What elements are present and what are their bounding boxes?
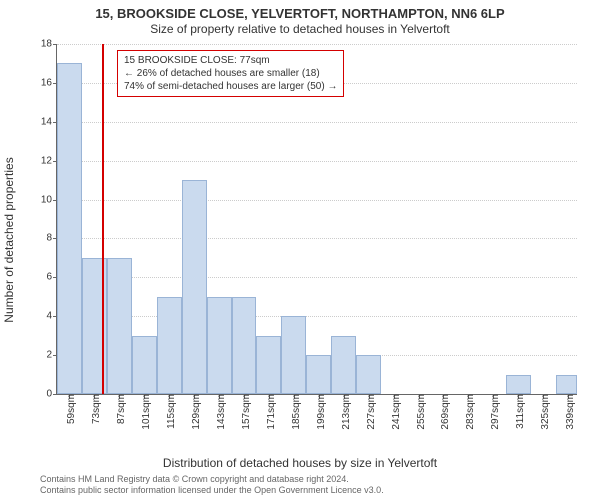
grid-line [57,122,577,123]
x-tick-label: 59sqm [61,394,77,424]
y-axis-label: Number of detached properties [2,157,16,322]
histogram-bar [331,336,356,394]
x-tick-label: 255sqm [411,394,427,430]
histogram-bar [306,355,331,394]
histogram-bar [232,297,257,394]
annotation-line: 74% of semi-detached houses are larger (… [124,80,337,93]
x-tick-label: 269sqm [435,394,451,430]
x-axis-label: Distribution of detached houses by size … [0,456,600,470]
x-tick-label: 101sqm [136,394,152,430]
histogram-bar [256,336,281,394]
chart-container: 15, BROOKSIDE CLOSE, YELVERTOFT, NORTHAM… [0,0,600,500]
footer-line: Contains public sector information licen… [40,485,384,495]
y-tick-label: 4 [22,311,57,322]
x-tick-label: 115sqm [161,394,177,429]
plot-area: 02468101214161859sqm73sqm87sqm101sqm115s… [56,44,577,395]
histogram-bar [207,297,232,394]
histogram-bar [57,63,82,394]
y-tick-label: 12 [22,155,57,166]
x-tick-label: 311sqm [510,394,526,429]
grid-line [57,44,577,45]
y-tick-label: 14 [22,116,57,127]
chart-title-main: 15, BROOKSIDE CLOSE, YELVERTOFT, NORTHAM… [0,6,600,21]
histogram-bar [107,258,132,394]
x-tick-label: 283sqm [460,394,476,430]
grid-line [57,200,577,201]
x-tick-label: 87sqm [111,394,127,424]
x-tick-label: 339sqm [560,394,576,430]
x-tick-label: 171sqm [261,394,277,430]
y-tick-label: 16 [22,77,57,88]
grid-line [57,238,577,239]
property-marker-line [102,44,104,394]
annotation-line: 15 BROOKSIDE CLOSE: 77sqm [124,54,337,67]
histogram-bar [132,336,157,394]
footer-line: Contains HM Land Registry data © Crown c… [40,474,349,484]
grid-line [57,161,577,162]
x-tick-label: 297sqm [485,394,501,430]
grid-line [57,277,577,278]
x-tick-label: 241sqm [386,394,402,430]
chart-title-sub: Size of property relative to detached ho… [0,22,600,36]
histogram-bar [506,375,531,394]
x-tick-label: 157sqm [236,394,252,430]
histogram-bar [281,316,306,394]
y-tick-label: 2 [22,350,57,361]
y-tick-label: 6 [22,272,57,283]
y-tick-label: 8 [22,233,57,244]
x-tick-label: 129sqm [186,394,202,430]
x-tick-label: 213sqm [336,394,352,430]
histogram-bar [356,355,381,394]
x-tick-label: 227sqm [361,394,377,430]
histogram-bar [556,375,577,394]
x-tick-label: 73sqm [86,394,102,424]
y-tick-label: 10 [22,194,57,205]
histogram-bar [182,180,207,394]
grid-line [57,316,577,317]
x-tick-label: 185sqm [286,394,302,430]
x-tick-label: 199sqm [311,394,327,430]
histogram-bar [157,297,182,394]
y-tick-label: 0 [22,389,57,400]
annotation-line: ← 26% of detached houses are smaller (18… [124,67,337,80]
y-tick-label: 18 [22,39,57,50]
x-tick-label: 325sqm [535,394,551,430]
annotation-box: 15 BROOKSIDE CLOSE: 77sqm← 26% of detach… [117,50,344,97]
footer-attribution: Contains HM Land Registry data © Crown c… [40,474,560,496]
x-tick-label: 143sqm [211,394,227,430]
